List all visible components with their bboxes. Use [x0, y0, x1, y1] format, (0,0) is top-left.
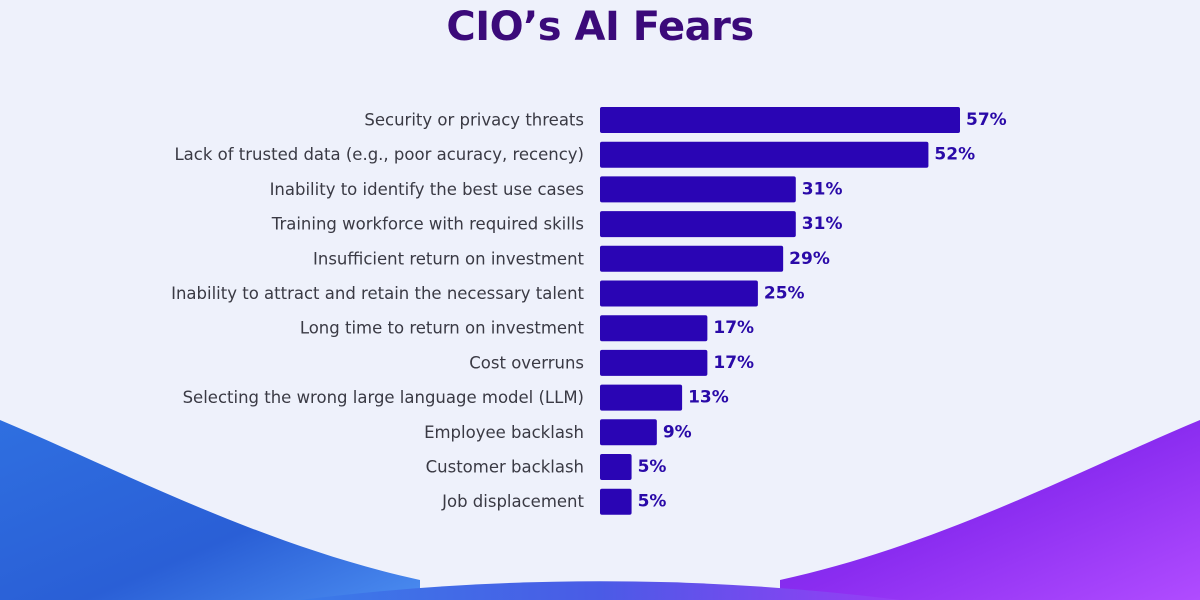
wave-bottom: [300, 581, 900, 600]
bar: [600, 419, 657, 446]
value-label: 57%: [966, 110, 1007, 130]
value-label: 52%: [934, 145, 975, 165]
value-label: 25%: [764, 284, 805, 304]
value-label: 29%: [789, 249, 830, 269]
bar: [600, 211, 796, 238]
bar: [600, 454, 632, 480]
category-label: Training workforce with required skills: [271, 215, 584, 234]
value-label: 17%: [713, 353, 754, 373]
category-label: Selecting the wrong large language model…: [183, 388, 584, 407]
category-label: Customer backlash: [426, 458, 584, 477]
wave-right: [780, 420, 1200, 600]
value-label: 31%: [802, 179, 843, 199]
value-label: 5%: [638, 492, 667, 512]
bar: [600, 488, 632, 515]
value-label: 31%: [802, 214, 843, 234]
value-label: 9%: [663, 422, 692, 442]
bar: [600, 349, 708, 376]
bar: [600, 280, 758, 307]
category-label: Lack of trusted data (e.g., poor acuracy…: [174, 145, 584, 164]
value-label: 13%: [688, 388, 729, 408]
bar: [600, 315, 708, 342]
category-label: Insufficient return on investment: [313, 249, 585, 268]
category-label: Inability to identify the best use cases: [270, 180, 584, 199]
bar: [600, 107, 960, 133]
category-label: Employee backlash: [424, 423, 584, 442]
value-label: 17%: [713, 318, 754, 338]
bar: [600, 245, 784, 272]
category-label: Job displacement: [441, 492, 584, 511]
chart-title: CIO’s AI Fears: [446, 4, 754, 50]
wave-left: [0, 420, 420, 600]
category-label: Inability to attract and retain the nece…: [171, 284, 584, 303]
bar: [600, 384, 683, 411]
category-label: Long time to return on investment: [300, 319, 585, 338]
bar: [600, 176, 796, 203]
category-label: Security or privacy threats: [364, 111, 584, 130]
bar: [600, 141, 929, 168]
category-label: Cost overruns: [469, 353, 584, 372]
value-label: 5%: [638, 457, 667, 477]
